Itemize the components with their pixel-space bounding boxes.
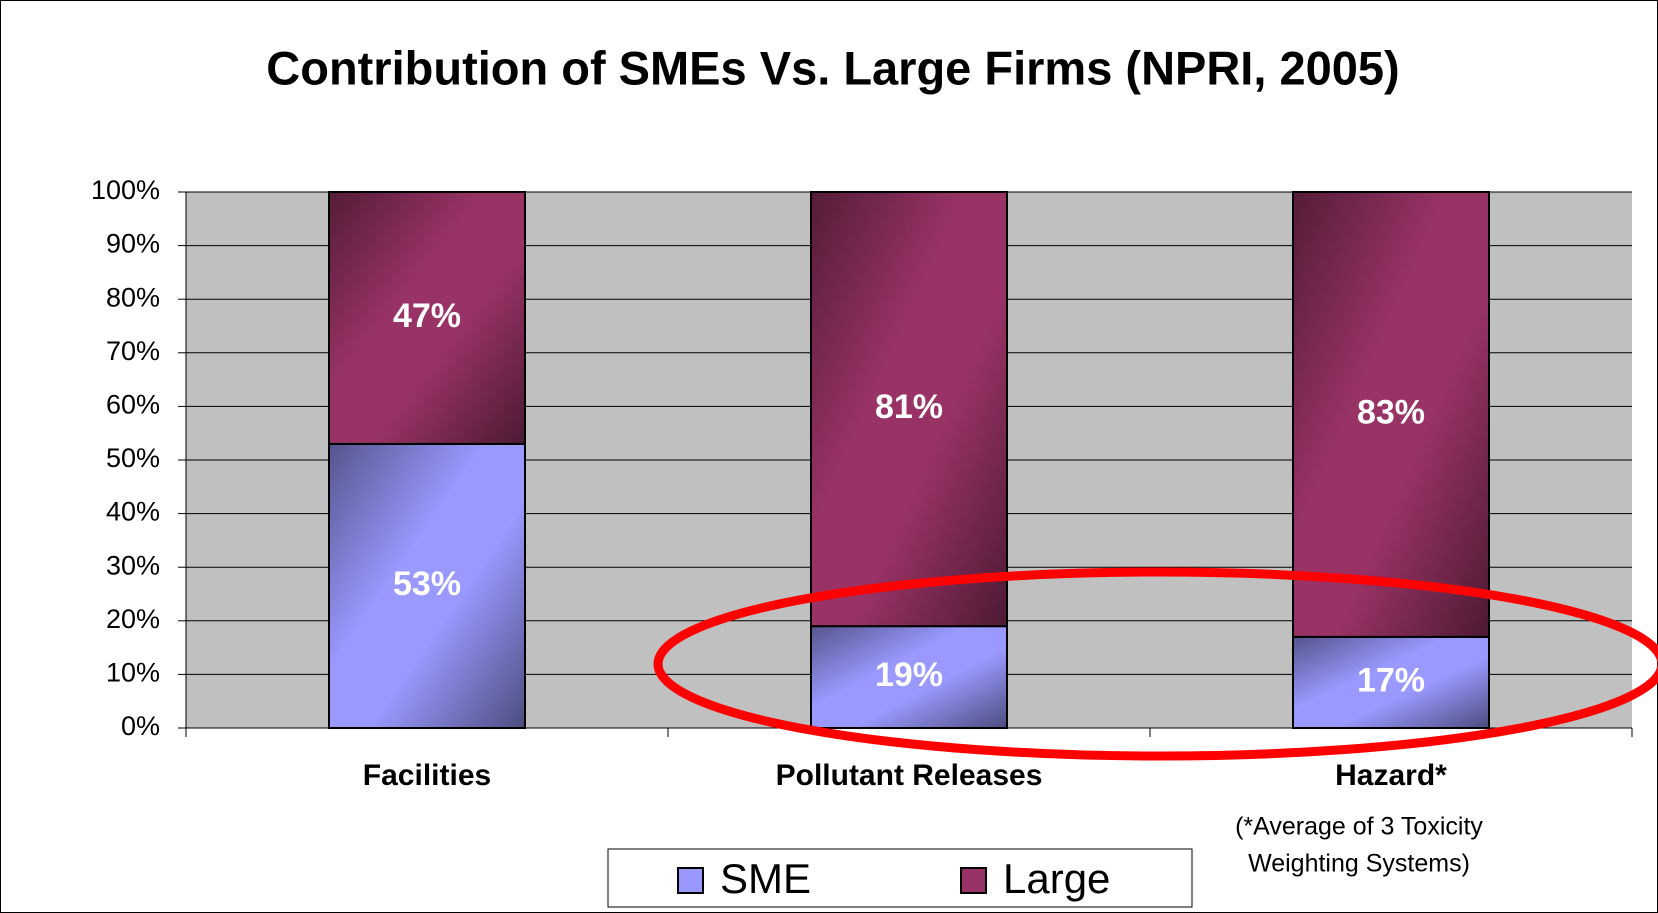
annotation: Weighting Systems) — [1248, 850, 1470, 878]
legend-swatch — [677, 867, 704, 894]
y-tick-label: 100% — [91, 175, 160, 205]
bar-shade — [810, 625, 1008, 729]
annotation: (*Average of 3 Toxicity — [1235, 813, 1483, 841]
highlight-ellipse — [653, 567, 1658, 761]
data-label: 17% — [1357, 661, 1425, 699]
legend-label: Large — [1003, 855, 1110, 902]
y-tick-label: 20% — [106, 604, 160, 634]
y-tick-label: 50% — [106, 443, 160, 473]
bar-shade — [328, 191, 526, 445]
data-label: 19% — [875, 656, 943, 694]
data-label: 53% — [393, 565, 461, 603]
y-tick-label: 60% — [106, 390, 160, 420]
x-tick-label: Pollutant Releases — [776, 759, 1043, 792]
legend-box — [607, 848, 1193, 908]
bar-shade — [1292, 191, 1490, 638]
x-tick-label: Hazard* — [1335, 759, 1447, 792]
data-label: 47% — [393, 297, 461, 335]
data-label: 83% — [1357, 393, 1425, 431]
y-tick-label: 10% — [106, 658, 160, 688]
y-tick-label: 80% — [106, 282, 160, 312]
chart-title: Contribution of SMEs Vs. Large Firms (NP… — [266, 41, 1399, 94]
legend-swatch — [960, 867, 987, 894]
y-tick-label: 30% — [106, 550, 160, 580]
data-label: 81% — [875, 388, 943, 426]
y-tick-label: 90% — [106, 229, 160, 259]
x-tick-label: Facilities — [363, 759, 491, 792]
legend-label: SME — [720, 855, 811, 902]
y-tick-label: 70% — [106, 336, 160, 366]
bar-shade — [328, 442, 526, 729]
bar-shade — [1292, 635, 1490, 730]
y-tick-label: 0% — [121, 711, 160, 741]
y-tick-label: 40% — [106, 497, 160, 527]
bar-shade — [810, 191, 1008, 628]
